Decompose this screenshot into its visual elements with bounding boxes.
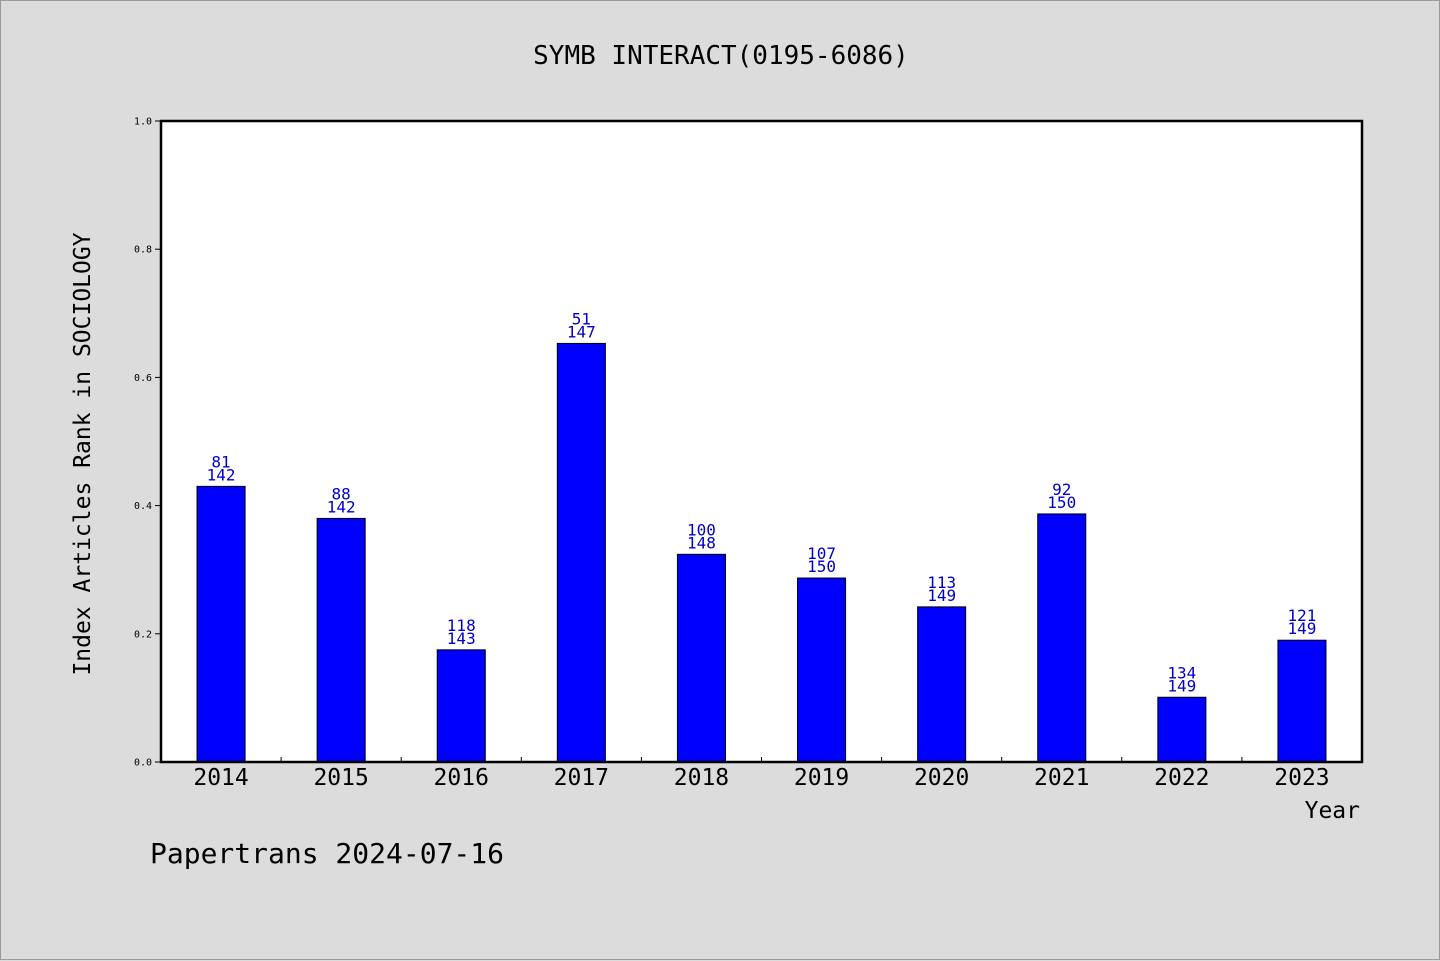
bar-2017 [556,342,606,763]
rank-label: 92 [1052,480,1071,499]
rank-label: 81 [211,452,230,471]
bar-2016 [436,649,486,763]
x-tick-label: 2018 [674,765,729,791]
total-label: 150 [807,557,836,576]
rank-label: 100 [687,520,716,539]
x-tick-label: 2021 [1034,765,1089,791]
x-axis-ticks: 2014 2015 2016 2017 2018 2019 2020 2021 2022 2023 [193,757,1330,791]
total-label: 149 [927,586,956,605]
total-label: 148 [687,533,716,552]
rank-label: 88 [332,484,351,503]
x-tick-label: 2020 [914,765,969,791]
bar-2019 [797,577,847,763]
x-tick-label: 2023 [1274,765,1329,791]
y-tick-label: 0.4 [134,501,152,512]
bars-group [196,342,1327,763]
y-axis-label: Index Articles Rank in SOCIOLOGY [70,232,96,675]
x-tick-label: 2015 [313,765,368,791]
rank-label: 134 [1167,663,1196,682]
total-label: 149 [1287,619,1316,638]
y-tick-label: 0.0 [134,758,152,769]
total-label: 150 [1047,493,1076,512]
chart-title: SYMB INTERACT(0195-6086) [533,41,909,71]
y-axis-ticks: 0.0 0.2 0.4 0.6 0.8 1.0 [134,117,161,769]
footer-text: Papertrans 2024-07-16 [150,837,504,870]
x-tick-label: 2017 [554,765,609,791]
total-label: 149 [1167,676,1196,695]
data-labels-group: 8114288142118143511471001481071501131499… [207,309,1317,695]
x-tick-label: 2022 [1154,765,1209,791]
bar-2023 [1277,639,1327,763]
rank-label: 118 [447,616,476,635]
y-tick-label: 0.2 [134,629,152,640]
total-label: 142 [327,497,356,516]
total-label: 147 [567,322,596,341]
rank-label: 121 [1287,606,1316,625]
y-tick-label: 0.8 [134,245,152,256]
bar-2021 [1037,513,1087,763]
bar-2014 [196,485,246,763]
x-tick-label: 2014 [193,765,248,791]
bar-2015 [316,517,366,763]
bar-2022 [1157,696,1207,763]
bar-2020 [917,606,967,763]
bar-2018 [676,553,726,763]
y-tick-label: 1.0 [134,117,152,128]
rank-label: 51 [572,309,591,328]
y-tick-label: 0.6 [134,373,152,384]
rank-label: 107 [807,544,836,563]
x-tick-label: 2016 [434,765,489,791]
plot-border [159,119,1364,764]
rank-label: 113 [927,573,956,592]
total-label: 143 [447,629,476,648]
x-axis-label: Year [1305,798,1360,824]
total-label: 142 [207,465,236,484]
x-tick-label: 2019 [794,765,849,791]
